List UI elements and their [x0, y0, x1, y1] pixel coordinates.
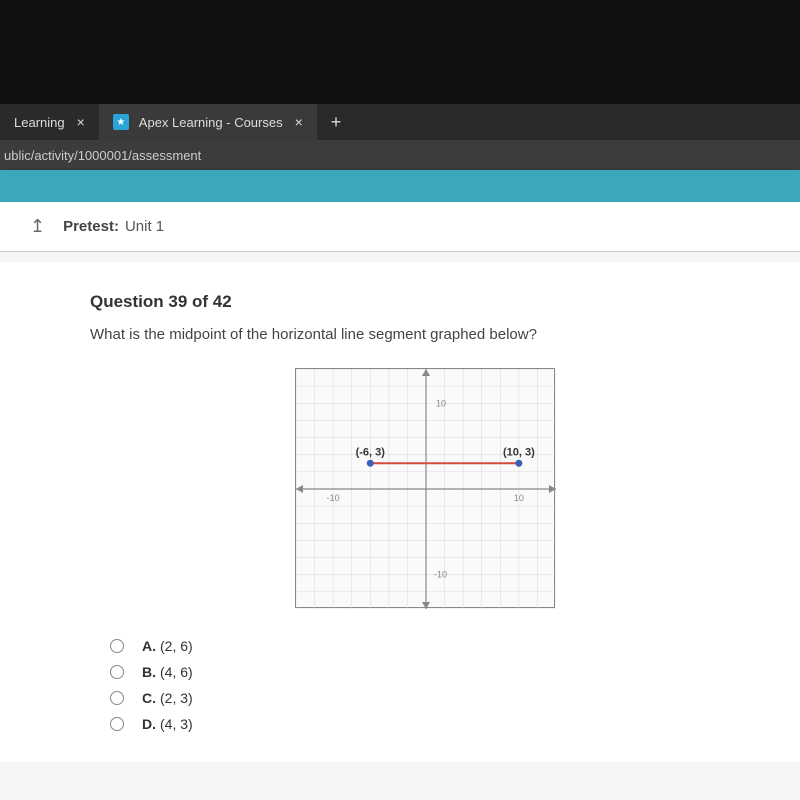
- radio-icon[interactable]: [110, 717, 124, 731]
- svg-text:10: 10: [436, 398, 446, 408]
- answer-letter: B.: [142, 664, 156, 680]
- close-icon[interactable]: ×: [77, 114, 85, 130]
- url-bar[interactable]: ublic/activity/1000001/assessment: [0, 140, 800, 170]
- answer-text: (2, 3): [160, 690, 193, 706]
- url-text: ublic/activity/1000001/assessment: [4, 148, 201, 163]
- breadcrumb-bar: ↥ Pretest: Unit 1: [0, 202, 800, 252]
- answer-letter: C.: [142, 690, 156, 706]
- radio-icon[interactable]: [110, 665, 124, 679]
- question-number: Question 39 of 42: [90, 292, 760, 312]
- svg-text:(10, 3): (10, 3): [503, 446, 535, 458]
- radio-icon[interactable]: [110, 691, 124, 705]
- pretest-label: Pretest:: [63, 218, 119, 235]
- answer-option-c[interactable]: C. (2, 3): [90, 690, 760, 706]
- close-icon[interactable]: ×: [295, 114, 303, 130]
- coordinate-graph: -10 10 10 -10 (-6, 3) (10, 3): [295, 368, 555, 608]
- browser-tab-inactive[interactable]: Learning ×: [0, 104, 99, 140]
- answer-list: A. (2, 6) B. (4, 6) C. (2, 3) D. (4, 3): [90, 638, 760, 732]
- svg-text:10: 10: [514, 493, 524, 503]
- answer-option-a[interactable]: A. (2, 6): [90, 638, 760, 654]
- app-header-bar: [0, 170, 800, 202]
- pretest-unit: Unit 1: [125, 218, 164, 235]
- answer-letter: D.: [142, 716, 156, 732]
- radio-icon[interactable]: [110, 639, 124, 653]
- graph-container: -10 10 10 -10 (-6, 3) (10, 3): [90, 368, 760, 608]
- question-prompt: What is the midpoint of the horizontal l…: [90, 326, 760, 343]
- content-area: ↥ Pretest: Unit 1 Question 39 of 42 What…: [0, 202, 800, 800]
- back-arrow-icon[interactable]: ↥: [30, 216, 45, 237]
- svg-text:-10: -10: [327, 493, 340, 503]
- question-panel: Question 39 of 42 What is the midpoint o…: [0, 262, 800, 762]
- answer-text: (4, 6): [160, 664, 193, 680]
- answer-option-b[interactable]: B. (4, 6): [90, 664, 760, 680]
- top-black-region: [0, 0, 800, 104]
- tab-label: Learning: [14, 115, 65, 130]
- answer-text: (4, 3): [160, 716, 193, 732]
- browser-tab-bar: Learning × ★ Apex Learning - Courses × +: [0, 104, 800, 140]
- new-tab-button[interactable]: +: [317, 112, 356, 133]
- svg-text:(-6, 3): (-6, 3): [356, 446, 386, 458]
- answer-option-d[interactable]: D. (4, 3): [90, 716, 760, 732]
- tab-label: Apex Learning - Courses: [139, 115, 283, 130]
- svg-text:-10: -10: [434, 570, 447, 580]
- apex-favicon-icon: ★: [113, 114, 129, 130]
- answer-text: (2, 6): [160, 638, 193, 654]
- browser-tab-active[interactable]: ★ Apex Learning - Courses ×: [99, 104, 317, 140]
- answer-letter: A.: [142, 638, 156, 654]
